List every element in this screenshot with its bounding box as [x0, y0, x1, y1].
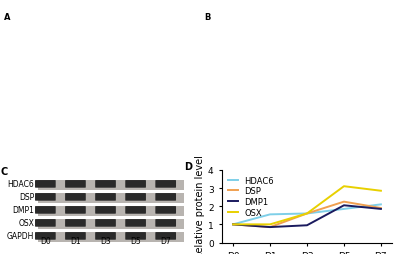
Text: OSX: OSX [18, 218, 34, 228]
FancyBboxPatch shape [95, 232, 116, 240]
Text: HDAC6: HDAC6 [7, 180, 34, 189]
Text: A: A [4, 13, 11, 22]
Text: HDAC6  DSP: HDAC6 DSP [160, 11, 193, 16]
Bar [130, 63, 182, 109]
FancyBboxPatch shape [35, 193, 56, 201]
FancyBboxPatch shape [65, 180, 86, 188]
Text: D7: D7 [160, 236, 171, 245]
FancyBboxPatch shape [95, 219, 116, 227]
Text: D: D [185, 162, 193, 171]
Text: DSP  HDAC6: DSP HDAC6 [359, 11, 393, 16]
FancyBboxPatch shape [65, 193, 86, 201]
Text: DMP1: DMP1 [12, 205, 34, 215]
Text: B2: B2 [329, 73, 336, 78]
Text: A2: A2 [84, 24, 91, 29]
FancyBboxPatch shape [65, 232, 86, 240]
FancyBboxPatch shape [65, 219, 86, 227]
Text: GAPDH: GAPDH [7, 231, 34, 241]
Text: DSP: DSP [19, 193, 34, 202]
FancyBboxPatch shape [155, 219, 176, 227]
Bar [38, 219, 184, 230]
FancyBboxPatch shape [155, 232, 176, 240]
Text: A1: A1 [132, 66, 139, 70]
FancyBboxPatch shape [125, 219, 146, 227]
Legend: HDAC6, DSP, DMP1, OSX: HDAC6, DSP, DMP1, OSX [226, 174, 276, 218]
Text: D5: D5 [130, 236, 141, 245]
Bar [38, 232, 184, 242]
FancyBboxPatch shape [125, 180, 146, 188]
Text: B: B [204, 13, 210, 22]
FancyBboxPatch shape [125, 193, 146, 201]
FancyBboxPatch shape [125, 206, 146, 214]
FancyBboxPatch shape [35, 219, 56, 227]
FancyBboxPatch shape [65, 206, 86, 214]
Bar [82, 22, 126, 73]
Bar [256, 24, 314, 91]
FancyBboxPatch shape [155, 206, 176, 214]
Y-axis label: Relative protein level: Relative protein level [195, 155, 205, 254]
Bar [327, 70, 392, 121]
Text: B1: B1 [257, 27, 264, 32]
FancyBboxPatch shape [35, 180, 56, 188]
Text: B2: B2 [292, 132, 299, 137]
FancyBboxPatch shape [95, 206, 116, 214]
Text: D1: D1 [70, 236, 81, 245]
FancyBboxPatch shape [95, 180, 116, 188]
Bar [38, 206, 184, 216]
Text: D0: D0 [40, 236, 51, 245]
FancyBboxPatch shape [155, 193, 176, 201]
FancyBboxPatch shape [155, 180, 176, 188]
Text: A2: A2 [93, 132, 100, 137]
Bar [38, 180, 184, 190]
Text: D3: D3 [100, 236, 111, 245]
FancyBboxPatch shape [35, 232, 56, 240]
FancyBboxPatch shape [95, 193, 116, 201]
FancyBboxPatch shape [35, 206, 56, 214]
Text: C: C [0, 167, 8, 177]
Text: A1: A1 [27, 132, 35, 137]
Bar [38, 193, 184, 203]
FancyBboxPatch shape [125, 232, 146, 240]
Text: B1: B1 [227, 132, 234, 137]
